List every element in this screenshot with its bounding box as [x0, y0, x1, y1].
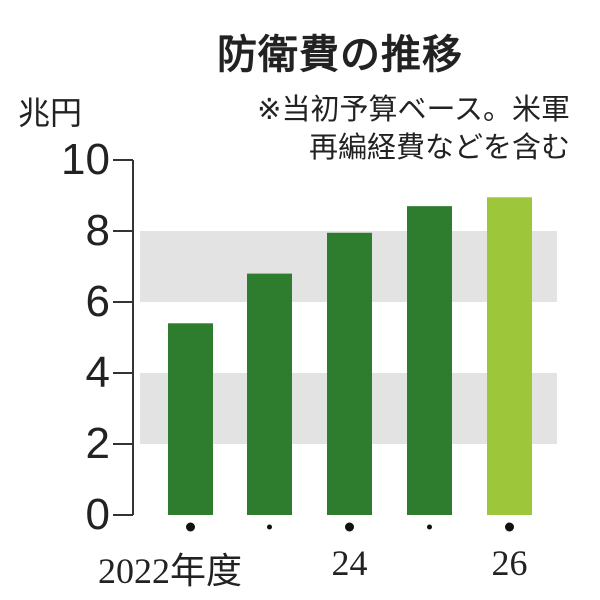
chart-note: ※当初予算ベース。米軍 再編経費などを含む	[150, 90, 570, 166]
note-line-2: 再編経費などを含む	[308, 130, 570, 164]
x-tick-label: 24	[331, 543, 368, 583]
x-tick-label: 2022年度	[98, 551, 243, 591]
y-tick-label: 2	[85, 419, 110, 468]
y-tick-label: 0	[85, 490, 110, 539]
chart-title: 防衛費の推移	[217, 32, 463, 78]
bar-2022	[168, 323, 213, 515]
x-tick-dot	[345, 522, 354, 532]
y-tick-label: 10	[61, 135, 110, 184]
bar-2023	[247, 273, 292, 515]
x-tick-dot	[427, 524, 432, 530]
x-tick-dot	[505, 522, 514, 532]
y-tick-label: 8	[85, 206, 110, 255]
note-line-1: ※当初予算ベース。米軍	[257, 92, 570, 126]
y-tick-label: 6	[85, 277, 110, 326]
y-axis-unit: 兆円	[18, 94, 83, 132]
x-tick-label: 26	[491, 543, 528, 583]
x-tick-dot	[267, 524, 272, 530]
bar-2025	[407, 206, 452, 515]
bar-2026	[487, 197, 532, 515]
x-tick-dot	[186, 522, 195, 532]
bar-2024	[327, 232, 372, 515]
y-tick-label: 4	[85, 348, 110, 397]
